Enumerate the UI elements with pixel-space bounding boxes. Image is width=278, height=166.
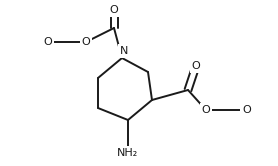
Text: O: O (192, 61, 200, 71)
Text: O: O (110, 5, 118, 15)
Text: O: O (202, 105, 210, 115)
Text: NH₂: NH₂ (117, 148, 139, 158)
Text: O: O (242, 105, 251, 115)
Text: O: O (43, 37, 52, 47)
Text: O: O (82, 37, 90, 47)
Text: N: N (120, 46, 128, 56)
